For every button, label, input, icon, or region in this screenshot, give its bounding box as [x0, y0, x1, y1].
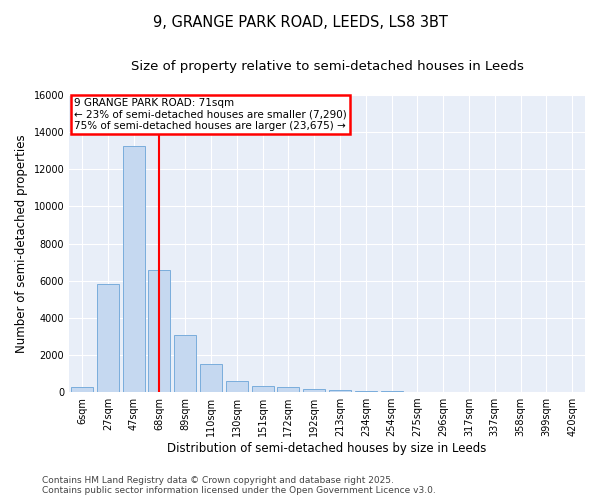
X-axis label: Distribution of semi-detached houses by size in Leeds: Distribution of semi-detached houses by …	[167, 442, 487, 455]
Title: Size of property relative to semi-detached houses in Leeds: Size of property relative to semi-detach…	[131, 60, 524, 73]
Bar	[380, 390, 403, 392]
Bar	[148, 270, 170, 392]
Bar	[355, 391, 377, 392]
Bar	[174, 336, 196, 392]
Y-axis label: Number of semi-detached properties: Number of semi-detached properties	[15, 134, 28, 353]
Bar	[277, 387, 299, 392]
Text: 9, GRANGE PARK ROAD, LEEDS, LS8 3BT: 9, GRANGE PARK ROAD, LEEDS, LS8 3BT	[152, 15, 448, 30]
Bar	[122, 146, 145, 392]
Bar	[226, 381, 248, 392]
Text: Contains HM Land Registry data © Crown copyright and database right 2025.
Contai: Contains HM Land Registry data © Crown c…	[42, 476, 436, 495]
Bar	[97, 284, 119, 392]
Bar	[251, 386, 274, 392]
Bar	[329, 390, 351, 392]
Bar	[71, 386, 93, 392]
Bar	[200, 364, 222, 392]
Bar	[303, 389, 325, 392]
Text: 9 GRANGE PARK ROAD: 71sqm
← 23% of semi-detached houses are smaller (7,290)
75% : 9 GRANGE PARK ROAD: 71sqm ← 23% of semi-…	[74, 98, 347, 131]
